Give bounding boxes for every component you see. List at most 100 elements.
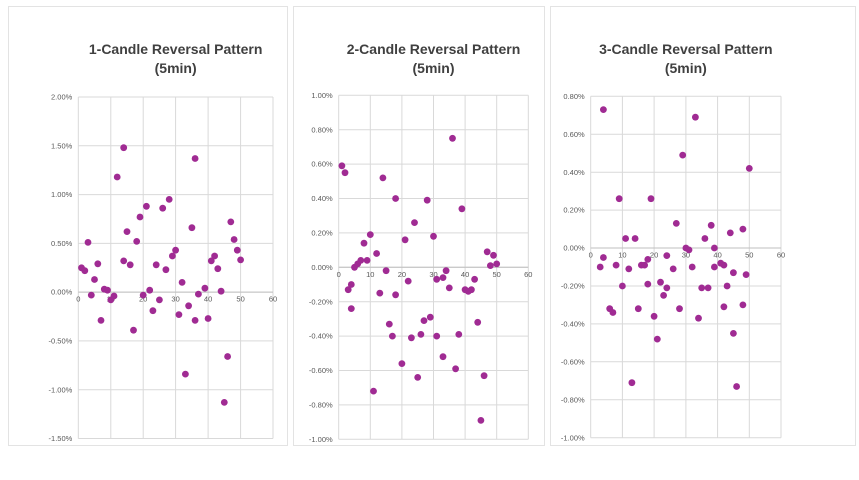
data-point <box>720 303 728 311</box>
y-tick-label: 0.80% <box>563 92 585 101</box>
data-point <box>455 331 463 338</box>
scatter-plot-3-candle: 0.80% 0.60% 0.40% 0.20% 0.00% -0.20% -0.40% -0.… <box>561 92 785 442</box>
data-point <box>149 307 157 315</box>
data-point <box>711 263 718 271</box>
data-point <box>84 239 92 246</box>
y-tick-label: -0.80% <box>561 395 585 404</box>
data-point <box>401 236 409 244</box>
data-point <box>628 379 636 387</box>
data-point <box>644 280 652 288</box>
y-tick-label: -0.40% <box>561 320 585 329</box>
data-point <box>191 317 199 324</box>
data-point <box>711 244 718 252</box>
y-tick-label: -0.80% <box>309 401 333 410</box>
data-point <box>152 261 160 269</box>
data-point <box>120 257 128 265</box>
y-tick-label: 0.60% <box>563 130 585 139</box>
data-point <box>672 220 680 227</box>
data-point <box>230 236 238 243</box>
data-point <box>366 231 374 239</box>
chart-title-line1: 2-Candle Reversal Pattern <box>346 41 521 57</box>
y-tick-label: 0.60% <box>311 160 333 169</box>
x-tick-label: 30 <box>682 251 690 260</box>
data-point <box>663 252 671 259</box>
data-point <box>685 246 693 254</box>
data-point <box>182 370 189 378</box>
data-point <box>376 289 384 297</box>
data-point <box>347 281 355 288</box>
data-point <box>392 291 399 299</box>
x-tick-label: 50 <box>493 270 501 279</box>
x-tick-label: 0 <box>76 295 80 304</box>
data-point <box>370 387 377 395</box>
data-point <box>669 265 677 273</box>
data-point <box>392 195 399 202</box>
y-tick-label: 0.20% <box>311 229 333 238</box>
x-tick-label: 50 <box>745 251 753 260</box>
data-point <box>373 250 380 257</box>
chart-title-line1: 3-Candle Reversal Pattern <box>599 41 773 57</box>
data-point <box>104 286 111 294</box>
data-point <box>139 291 147 299</box>
data-point <box>704 284 712 292</box>
data-point <box>191 155 199 162</box>
y-tick-label: -1.00% <box>49 385 73 394</box>
data-point <box>493 260 501 268</box>
data-point <box>143 202 150 210</box>
data-point <box>414 374 422 381</box>
x-tick-label: 10 <box>366 270 374 279</box>
x-tick-label: 0 <box>589 251 593 260</box>
data-point <box>87 291 95 299</box>
y-tick-label: -0.60% <box>309 366 333 375</box>
data-point <box>733 383 740 390</box>
x-tick-label: 50 <box>236 295 244 304</box>
data-point <box>123 228 131 236</box>
y-tick-label: -0.20% <box>309 297 333 306</box>
data-point <box>426 313 434 321</box>
chart-title-3-candle: 3-Candle Reversal Pattern (5min) <box>566 40 806 78</box>
data-point <box>449 134 456 142</box>
data-point <box>110 292 118 300</box>
data-point <box>404 277 412 285</box>
data-point <box>600 106 607 113</box>
data-point <box>676 305 683 313</box>
data-point <box>94 260 102 268</box>
data-point <box>97 317 105 324</box>
data-point <box>739 225 747 233</box>
data-point <box>433 275 441 283</box>
chart-panel-1-candle: 1-Candle Reversal Pattern (5min) 2.00% 1.5… <box>8 6 288 446</box>
y-tick-label: 1.00% <box>311 91 333 100</box>
data-point <box>612 261 620 269</box>
chart-title-line1: 1-Candle Reversal Pattern <box>88 41 263 57</box>
data-point <box>739 301 747 309</box>
data-point <box>615 195 623 203</box>
x-tick-label: 40 <box>204 295 212 304</box>
data-point <box>723 282 731 290</box>
x-tick-label: 60 <box>269 295 277 304</box>
data-point <box>224 353 232 360</box>
chart-title-line2: (5min) <box>412 60 455 76</box>
data-point <box>688 263 696 271</box>
y-tick-label: -1.50% <box>49 434 73 443</box>
y-tick-label: -1.00% <box>561 433 585 442</box>
data-point <box>657 278 664 286</box>
scatter-plot-2-candle: 1.00% 0.80% 0.60% 0.40% 0.20% 0.00% -0.20% -0.4… <box>309 91 533 444</box>
data-point <box>474 318 482 326</box>
data-point <box>382 267 390 275</box>
data-point <box>663 284 671 292</box>
data-point <box>619 282 626 290</box>
data-point <box>341 169 349 177</box>
y-tick-label: 0.00% <box>51 288 73 297</box>
data-point <box>653 335 661 343</box>
x-tick-label: 0 <box>337 270 341 279</box>
data-point <box>201 284 209 292</box>
data-point <box>650 312 658 320</box>
y-tick-label: 2.00% <box>51 93 73 102</box>
data-point <box>185 302 193 310</box>
data-point <box>347 305 355 312</box>
x-tick-label: 30 <box>429 270 437 279</box>
data-point <box>596 263 604 271</box>
data-point <box>647 195 655 203</box>
data-point <box>692 113 699 121</box>
